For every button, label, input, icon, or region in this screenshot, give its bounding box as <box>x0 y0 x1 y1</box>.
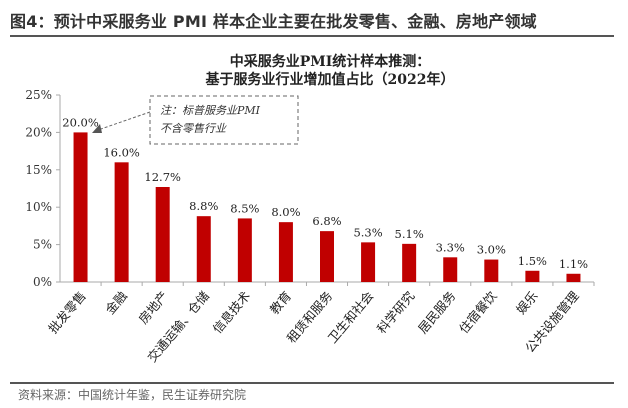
chart-title-line2: 基于服务业行业增加值占比（2022年） <box>206 71 455 88</box>
data-label: 3.0% <box>477 243 506 257</box>
data-label: 8.5% <box>230 201 259 215</box>
data-label: 8.8% <box>189 199 218 213</box>
bar <box>402 243 417 282</box>
y-tick-label: 0% <box>33 275 52 289</box>
x-tick-label: 科学研究 <box>374 288 418 336</box>
chart-title-line1: 中采服务业PMI统计样本推测： <box>230 53 431 70</box>
annotation-box <box>149 95 299 145</box>
bar <box>320 231 334 282</box>
bar <box>566 273 581 282</box>
bar <box>196 216 211 282</box>
x-tick-label: 房地产 <box>135 288 171 326</box>
bar <box>73 132 88 282</box>
bar <box>237 218 252 282</box>
top-rule <box>10 35 614 37</box>
x-tick-label: 信息技术 <box>210 288 254 336</box>
bar <box>155 187 170 282</box>
data-label: 1.1% <box>559 257 588 271</box>
data-label: 1.5% <box>518 254 547 268</box>
annotation-arrowhead <box>92 124 102 133</box>
bar <box>525 270 540 282</box>
figure-title: 图4：预计中采服务业 PMI 样本企业主要在批发零售、金融、房地产领域 <box>10 12 537 31</box>
bar <box>361 242 376 282</box>
annotation-line1: 注：标普服务业PMI <box>160 104 261 117</box>
source-note: 资料来源：中国统计年鉴，民生证券研究院 <box>18 388 247 402</box>
data-label: 8.0% <box>271 205 300 219</box>
x-tick-label: 批发零售 <box>45 288 89 336</box>
x-tick-label: 金融 <box>102 288 130 317</box>
bar <box>484 259 499 282</box>
data-label: 12.7% <box>144 170 181 184</box>
data-label: 16.0% <box>103 145 140 159</box>
annotation-arrow-line <box>97 111 151 131</box>
data-label: 5.1% <box>395 227 424 241</box>
y-tick-label: 20% <box>25 125 52 139</box>
x-tick-label: 教育 <box>267 288 295 317</box>
x-tick-label: 居民服务 <box>415 288 459 336</box>
y-tick-label: 25% <box>25 88 52 102</box>
data-label: 20.0% <box>62 115 99 129</box>
bar <box>114 162 129 282</box>
annotation: 注：标普服务业PMI 不含零售行业 <box>92 95 299 145</box>
annotation-line2: 不含零售行业 <box>160 122 227 135</box>
data-label: 3.3% <box>436 240 465 254</box>
x-tick-label: 住宿餐饮 <box>456 288 500 336</box>
y-tick-label: 10% <box>25 200 52 214</box>
data-label: 5.3% <box>353 225 382 239</box>
bar <box>278 222 293 282</box>
x-tick-label: 娱乐 <box>513 288 541 317</box>
bottom-rule <box>10 382 614 384</box>
y-tick-label: 5% <box>33 238 52 252</box>
data-label: 6.8% <box>312 214 341 228</box>
bar <box>443 257 458 282</box>
y-tick-label: 15% <box>25 163 52 177</box>
